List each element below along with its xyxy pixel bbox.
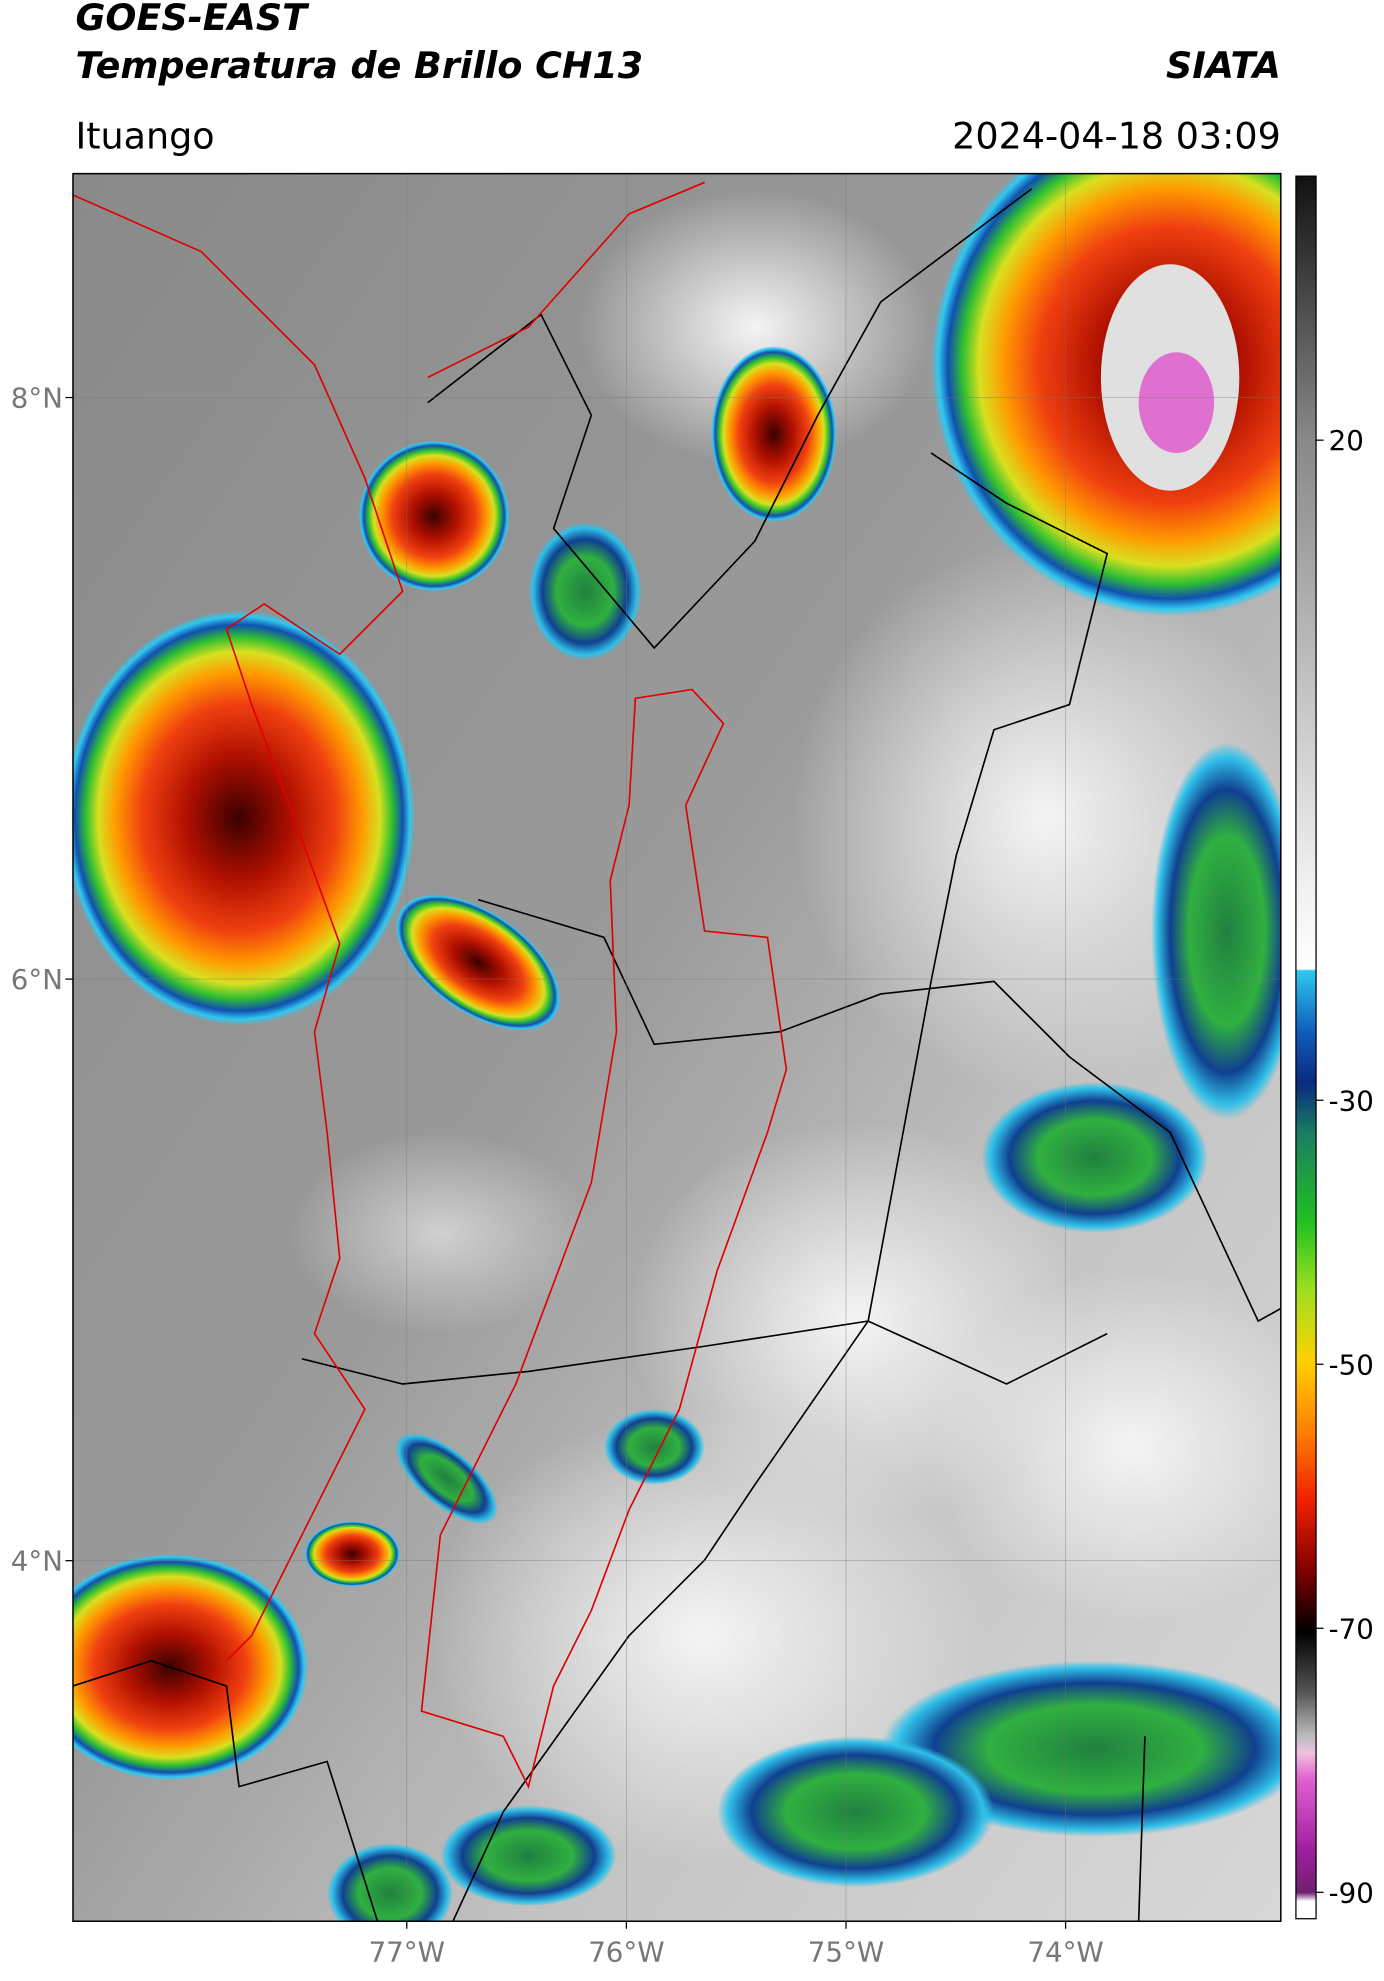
graticule: 77°W 76°W 75°W 74°W 8°N 6°N 4°N: [11, 173, 1281, 1968]
location: Ituango: [75, 114, 214, 157]
datetime: 2024-04-18 03:09: [952, 114, 1281, 157]
satellite-image: [72, 173, 1281, 1922]
x-tick-label: 77°W: [369, 1935, 445, 1968]
title: GOES-EAST: [75, 0, 310, 39]
colorbar-tick-label: -70: [1329, 1612, 1374, 1645]
colorbar-tick-label: 20: [1329, 424, 1364, 457]
brand: SIATA: [1166, 44, 1281, 87]
y-tick-label: 8°N: [11, 382, 63, 415]
colorbar-ticks: 20 -30 -50 -70 -90: [1316, 424, 1374, 1909]
y-tick-label: 6°N: [11, 963, 63, 996]
colorbar-tick-label: -50: [1329, 1348, 1374, 1381]
y-tick-label: 4°N: [11, 1545, 63, 1578]
colorbar-tick-label: -30: [1329, 1084, 1374, 1117]
subtitle: Temperatura de Brillo CH13: [75, 44, 643, 87]
colorbar: [1295, 175, 1317, 1920]
x-tick-label: 76°W: [588, 1935, 664, 1968]
colorbar-tick-label: -90: [1329, 1876, 1374, 1909]
x-tick-label: 75°W: [808, 1935, 884, 1968]
x-tick-label: 74°W: [1027, 1935, 1103, 1968]
map-frame: [72, 172, 1282, 1922]
